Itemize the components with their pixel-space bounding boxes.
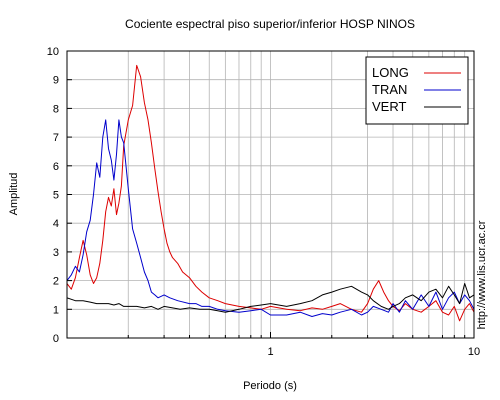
x-tick-label: 1 <box>267 346 273 358</box>
legend-label-tran: TRAN <box>372 82 407 97</box>
y-tick-label: 7 <box>53 132 59 144</box>
y-tick-label: 2 <box>53 276 59 288</box>
legend: LONG TRAN VERT <box>365 56 469 125</box>
y-tick-label: 9 <box>53 75 59 87</box>
y-tick-label: 1 <box>53 304 59 316</box>
y-tick-label: 0 <box>53 333 59 345</box>
chart-title: Cociente espectral piso superior/inferio… <box>125 17 415 31</box>
y-tick-label: 4 <box>53 218 59 230</box>
y-tick-label: 3 <box>53 247 59 259</box>
series-layer <box>67 64 474 322</box>
y-tick-label: 8 <box>53 103 59 115</box>
x-tick-label: 10 <box>468 346 480 358</box>
y-axis-label: Amplitud <box>8 173 20 216</box>
y-tick-label: 10 <box>47 46 59 58</box>
legend-label-vert: VERT <box>372 99 406 114</box>
legend-label-long: LONG <box>372 65 409 80</box>
side-url-text: http://www.lis.ucr.ac.cr <box>476 220 488 329</box>
y-tick-label: 6 <box>53 161 59 173</box>
axes: 0 1 2 3 4 5 6 7 8 9 10 1 10 <box>47 46 480 358</box>
y-tick-label: 5 <box>53 190 59 202</box>
series-line-vert <box>67 283 474 313</box>
x-axis-label: Periodo (s) <box>243 380 297 392</box>
series-line-tran <box>67 119 474 317</box>
